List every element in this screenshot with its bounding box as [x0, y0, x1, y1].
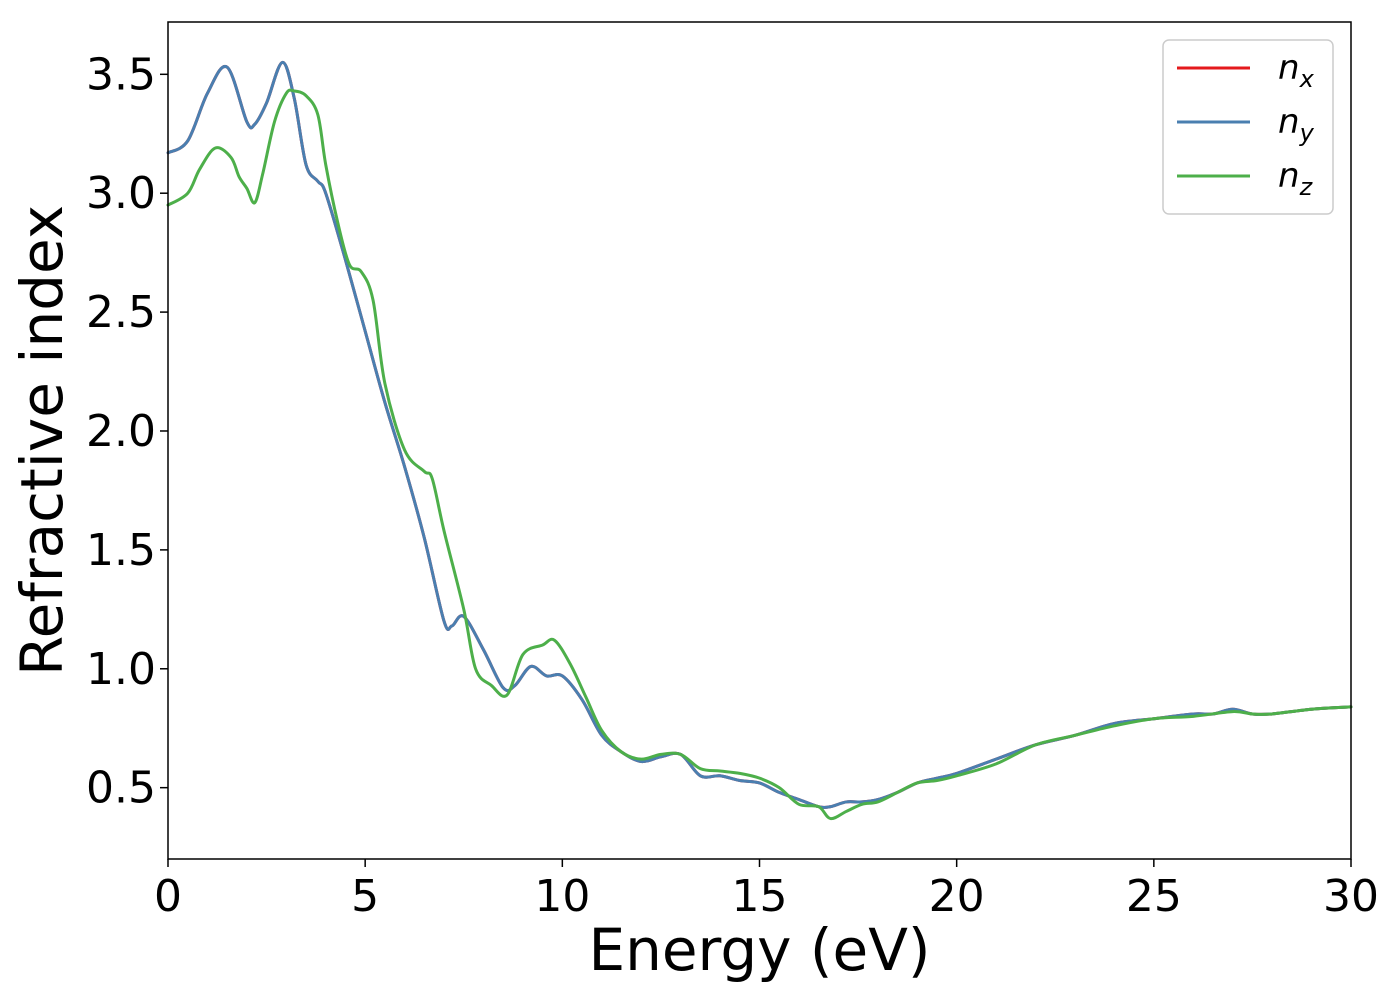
- y-tick-label: 2.0: [86, 406, 156, 457]
- x-tick-label: 15: [732, 871, 788, 922]
- legend-box: [1162, 39, 1334, 215]
- y-axis: 0.5 1.0 1.5 2.0 2.5 3.0 3.5: [86, 49, 168, 814]
- x-axis: 0 5 10 15 20 25 30: [154, 859, 1379, 922]
- series-layer: [166, 60, 1353, 821]
- legend-label-subscript: y: [1299, 119, 1315, 147]
- y-axis-label: Refractive index: [8, 205, 76, 676]
- x-tick-label: 20: [929, 871, 985, 922]
- y-tick-label: 0.5: [86, 763, 156, 814]
- legend-label-subscript: z: [1299, 173, 1314, 201]
- x-axis-label: Energy (eV): [588, 916, 930, 984]
- y-tick-label: 2.5: [86, 287, 156, 338]
- x-tick-label: 25: [1126, 871, 1182, 922]
- x-tick-label: 10: [534, 871, 590, 922]
- x-tick-label: 0: [154, 871, 182, 922]
- x-tick-label: 30: [1323, 871, 1379, 922]
- y-tick-label: 3.5: [86, 49, 156, 100]
- y-tick-label: 1.0: [86, 644, 156, 695]
- legend-label-subscript: x: [1299, 65, 1315, 93]
- series-line-nz: [166, 88, 1353, 821]
- y-tick-label: 1.5: [86, 525, 156, 576]
- y-tick-label: 3.0: [86, 168, 156, 219]
- x-tick-label: 5: [351, 871, 379, 922]
